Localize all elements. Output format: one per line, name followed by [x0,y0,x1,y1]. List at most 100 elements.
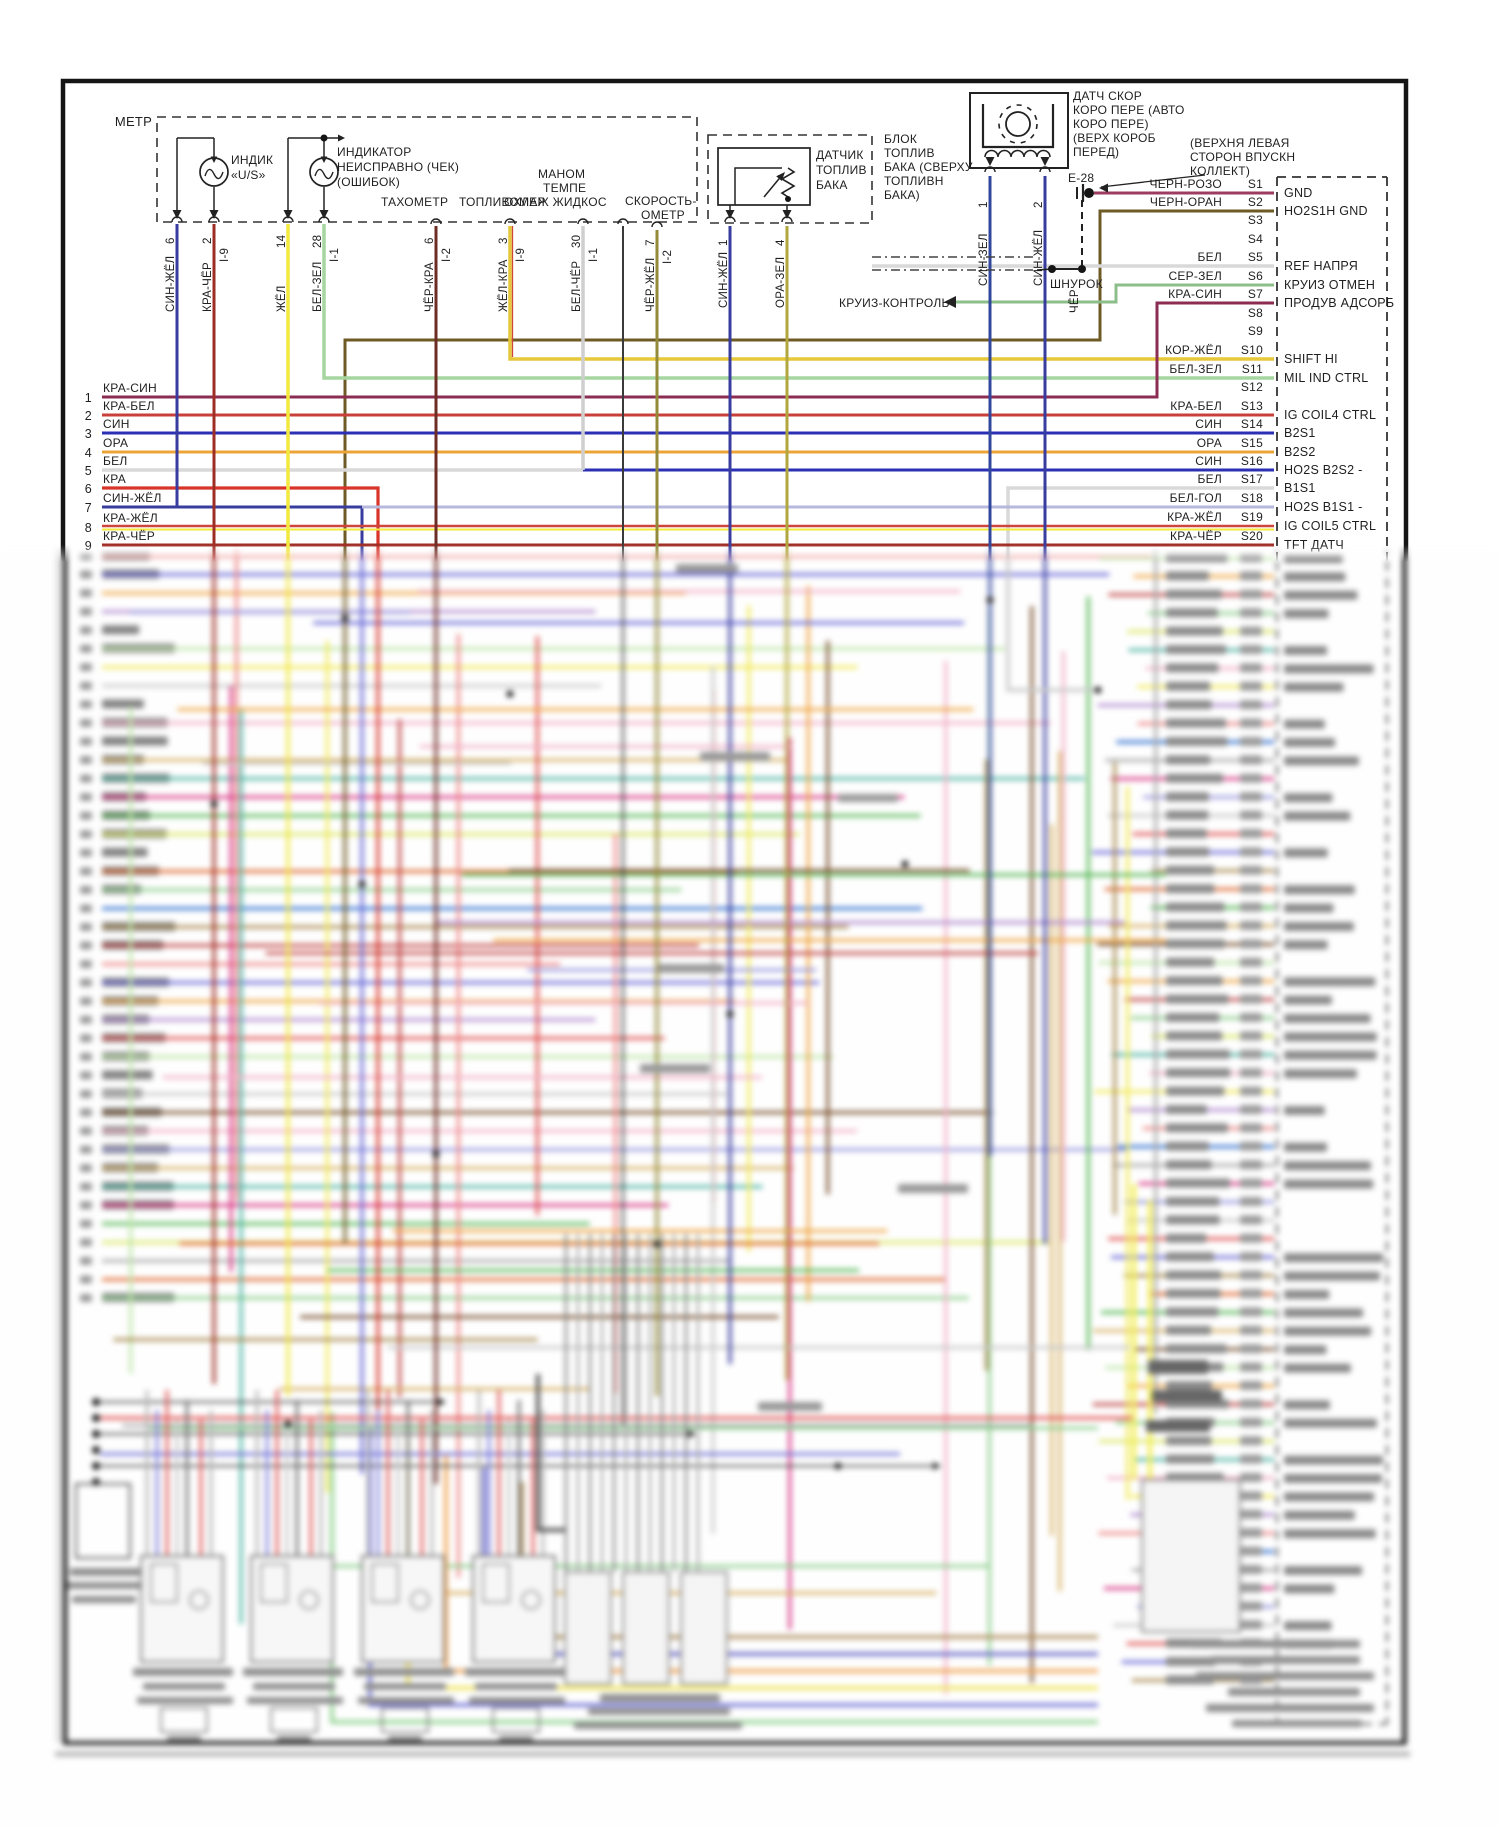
ecu-function-label: HO2S B1S1 - [1284,500,1362,514]
blurred-text-blob [1284,1308,1364,1318]
s-pin-id: S6 [1248,269,1263,283]
blurred-text-blob [1284,1253,1384,1263]
blurred-text-blob [80,904,92,913]
arrowhead-icon [725,210,735,219]
junction-dot-icon [432,1150,440,1158]
blurred-coil-group-box [361,1555,445,1663]
blurred-text-blob [1240,921,1262,930]
s-pin-wire-color: ОРА [1197,436,1222,450]
left-pin-wire-color: КРА [103,472,126,486]
connector-bump-icon [1039,166,1051,173]
blurred-text-blob [1240,645,1262,654]
blurred-wire [368,1426,1098,1707]
s-pin-id: S20 [1241,529,1263,543]
junction-dot-icon [1084,188,1094,198]
s-pin-wire-color: БЕЛ [1197,472,1222,486]
blurred-text-blob [1166,1344,1227,1354]
blurred-text-blob [80,774,92,783]
blurred-text-blob [80,756,92,765]
blurred-text-blob [1240,792,1262,802]
blurred-text-blob [1166,645,1226,654]
blurred-text-blob [1240,1215,1262,1225]
lamp-us-label-2: «U/S» [231,168,266,182]
tap-connector-ref: I-1 [329,248,341,262]
blurred-text-blob [1284,1621,1332,1631]
tap-wire-color: БЕЛ-ЧЁР [571,261,583,312]
fuel-block-4: ТОПЛИВН [884,174,944,188]
blurred-text-blob [1166,700,1212,710]
speed-sensor-3: КОРО ПЕРЕ) [1073,117,1149,131]
manifold-note-1: (ВЕРХНЯ ЛЕВАЯ [1190,136,1290,150]
blurred-text-blob [469,1697,565,1704]
s-pin-wire-color: СЕР-ЗЕЛ [1168,269,1222,283]
connector-bump-icon [984,166,996,173]
blurred-text-blob [80,941,92,950]
ecu-function-label: B1S1 [1284,481,1316,495]
blurred-text-blob [1166,976,1223,986]
fuel-sender-2: ТОПЛИВ [816,163,867,177]
blurred-text-blob [758,1402,822,1411]
blurred-text-blob [388,1736,422,1742]
blurred-text-blob [1284,572,1346,582]
blurred-text-blob [1240,1233,1262,1243]
blurred-text-blob [1166,1436,1212,1446]
blurred-text-blob [80,978,92,987]
blurred-text-blob [1166,1307,1219,1317]
blurred-text-blob [1240,957,1262,967]
blurred-text-blob [80,737,92,746]
blurred-text-blob [1166,773,1224,783]
blurred-text-blob [1166,718,1226,728]
blurred-text-blob [1284,756,1359,766]
blurred-text-blob [1166,1105,1207,1114]
blurred-pin-dot [92,1398,100,1406]
blurred-text-blob [80,867,92,876]
gauge-fuel: ТОПЛИВОМЕР [459,195,546,209]
speed-sensor-core-icon [1005,111,1031,137]
blurred-text-blob [80,626,92,635]
junction-dot-icon [986,596,994,604]
blurred-text-blob [1284,554,1343,563]
blurred-text-blob [1240,608,1262,618]
left-pin-number: 8 [85,521,92,535]
connector-bump-icon [504,218,516,225]
wiring-diagram-blurred-area [0,544,1500,1828]
blurred-text-blob [1240,1546,1262,1556]
blurred-text-blob [898,1184,968,1193]
blurred-text-blob [1240,1307,1262,1317]
blurred-text-blob [80,1108,92,1117]
s-pin-wire-color: КРА-БЕЛ [1170,399,1222,413]
blurred-text-blob [1284,1492,1375,1502]
blurred-text-blob [1284,1290,1330,1299]
wire-s11-bel-zel [322,224,1274,380]
fuel-block-dashed-box [707,134,873,224]
blurred-text-blob [354,1668,454,1676]
blurred-text-blob [1166,1031,1223,1041]
s-pin-id: S5 [1248,250,1263,264]
tap-pin-number: 1 [718,239,730,246]
blurred-text-blob [80,1145,92,1154]
blurred-text-blob [1240,1123,1262,1133]
lamp-mil-filament-icon [314,168,334,180]
tap-pin-number: 1 [978,201,990,208]
blurred-wire [330,1412,1098,1724]
junction-dot-icon [1078,265,1086,273]
left-pin-wire-color: БЕЛ [103,454,128,468]
blurred-text-blob [1284,646,1328,655]
blurred-text-blob [1284,1510,1355,1520]
blurred-text-blob [1166,994,1229,1004]
gauge-speedo-2: ОМЕТР [641,208,685,222]
blurred-text-blob [1240,1178,1262,1188]
s-pin-id: S3 [1248,213,1263,227]
ecu-function-label: REF НАПРЯ [1284,259,1358,273]
arrowhead-icon [209,210,219,219]
blurred-text-blob [1240,1252,1262,1262]
blurred-text-blob [80,718,92,727]
blurred-text-blob [1166,957,1215,967]
blurred-text-blob [1284,1584,1335,1594]
tap-pin-number: 28 [312,235,324,248]
wire-row6-kra [102,486,380,566]
blurred-text-blob [1284,1566,1363,1575]
tap-wire-color: ЧЁР-КРА [424,262,436,312]
blurred-text-blob [1284,1014,1371,1023]
blurred-text-blob [167,1736,201,1742]
